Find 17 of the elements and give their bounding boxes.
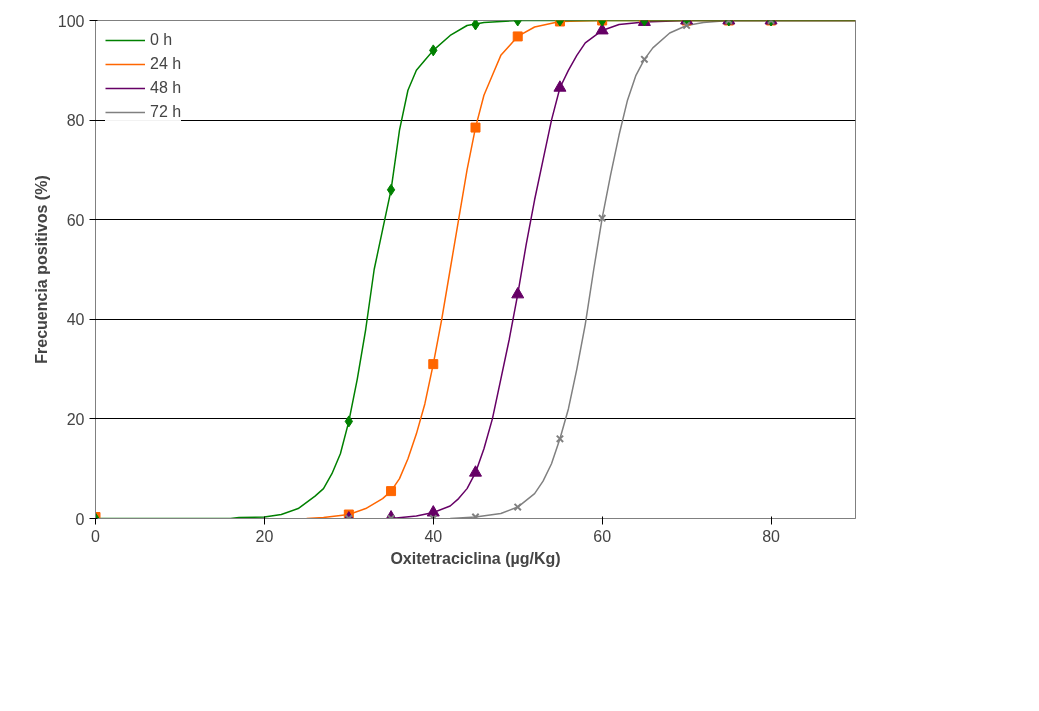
legend-label: 72 h <box>150 103 182 121</box>
legend-label: 48 h <box>150 79 182 97</box>
y-tick-label: 40 <box>66 311 85 329</box>
y-tick-label: 0 <box>75 510 85 528</box>
y-tick-label: 20 <box>66 410 85 428</box>
x-tick-label: 60 <box>593 527 612 545</box>
x-tick-label: 20 <box>255 527 274 545</box>
legend-label: 0 h <box>150 31 173 49</box>
x-tick-label: 80 <box>762 527 781 545</box>
y-axis-title: Frecuencia positivos (%) <box>32 175 50 364</box>
legend-label: 24 h <box>150 55 182 73</box>
x-tick-label: 40 <box>424 527 443 545</box>
y-tick-label: 60 <box>66 211 85 229</box>
y-tick-label: 100 <box>57 12 85 30</box>
y-tick-label: 80 <box>66 112 85 130</box>
x-axis-title: Oxitetraciclina (µg/Kg) <box>390 549 561 567</box>
x-tick-label: 0 <box>91 527 101 545</box>
